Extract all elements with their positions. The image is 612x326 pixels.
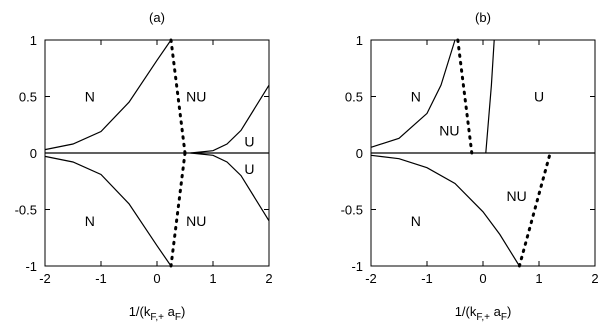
panel-b-x-tick-label: -2 — [365, 271, 377, 286]
panel-a-region-label: U — [244, 134, 254, 150]
panel-a-region-label: NU — [186, 89, 206, 105]
panel-a-region-label: NU — [186, 213, 206, 229]
panel-a-region-label: N — [85, 89, 95, 105]
panel-b-region-label: N — [411, 213, 421, 229]
panel-b-x-tick-label: -1 — [421, 271, 433, 286]
panel-a-series-line-2 — [169, 38, 187, 155]
panel-a-x-axis-label-part: a — [164, 304, 176, 319]
panel-b-region-label: NU — [506, 188, 526, 204]
panel-b-y-tick-label: 1 — [356, 33, 363, 48]
panel-a-x-axis-label-part: 1/(k — [129, 304, 151, 319]
panel-a-x-tick-label: -2 — [39, 271, 51, 286]
panel-b-x-axis-label-part: ) — [507, 304, 511, 319]
panel-a-x-axis-label-part: F — [175, 312, 181, 323]
panel-a-title: (a) — [149, 10, 165, 25]
panel-b-x-tick-label: 0 — [479, 271, 486, 286]
panel-b-y-tick-label: -1 — [351, 259, 363, 274]
panel-a-series-line-3 — [169, 151, 187, 268]
panel-b-y-tick-label: 0 — [356, 146, 363, 161]
panel-b-x-axis-label-part: a — [490, 304, 502, 319]
panel-a-x-axis-label-part: ) — [181, 304, 185, 319]
panel-b-y-tick-label: -0.5 — [341, 203, 363, 218]
panel-b-region-label: NU — [439, 122, 459, 138]
panel-a-series-line-1 — [44, 155, 172, 267]
panel-a-y-tick-label: 0.5 — [19, 90, 37, 105]
panel-a-x-tick-label: -1 — [95, 271, 107, 286]
panel-b-region-label: U — [534, 89, 544, 105]
panel-b-series-line-0 — [370, 39, 456, 148]
panel-b-region-label: N — [411, 89, 421, 105]
panel-b-series-line-4 — [517, 151, 552, 268]
panel-b-y-tick-label: 0.5 — [345, 90, 363, 105]
panel-a-series-line-0 — [44, 39, 172, 151]
panel-b-x-tick-label: 1 — [535, 271, 542, 286]
panel-b-x-tick-label: 2 — [591, 271, 598, 286]
panel-b-x-axis-label-part: F — [501, 312, 507, 323]
panel-a-x-axis-label: 1/(kF,+ aF) — [129, 304, 186, 323]
panel-a-x-tick-label: 2 — [265, 271, 272, 286]
panel-b-series-line-3 — [370, 154, 520, 267]
panel-a-y-tick-label: 1 — [30, 33, 37, 48]
panel-b-series-line-2 — [485, 39, 495, 154]
panel-b-x-axis-label-part: F,+ — [476, 312, 490, 323]
panel-a-series-line-5 — [190, 152, 270, 222]
panel-a-x-axis-label-part: F,+ — [150, 312, 164, 323]
panel-a-series-line-4 — [190, 84, 270, 154]
panel-a-y-tick-label: -1 — [25, 259, 37, 274]
panel-a-region-label: N — [85, 213, 95, 229]
panel-b-title: (b) — [475, 10, 491, 25]
panel-a-x-tick-label: 0 — [153, 271, 160, 286]
panel-a-y-tick-label: 0 — [30, 146, 37, 161]
panel-a-x-tick-label: 1 — [209, 271, 216, 286]
panel-b-x-axis-label: 1/(kF,+ aF) — [455, 304, 512, 323]
panel-b-series-line-1 — [456, 38, 474, 155]
panel-a-y-tick-label: -0.5 — [15, 203, 37, 218]
panel-b-x-axis-label-part: 1/(k — [455, 304, 477, 319]
panel-a-region-label: U — [244, 161, 254, 177]
